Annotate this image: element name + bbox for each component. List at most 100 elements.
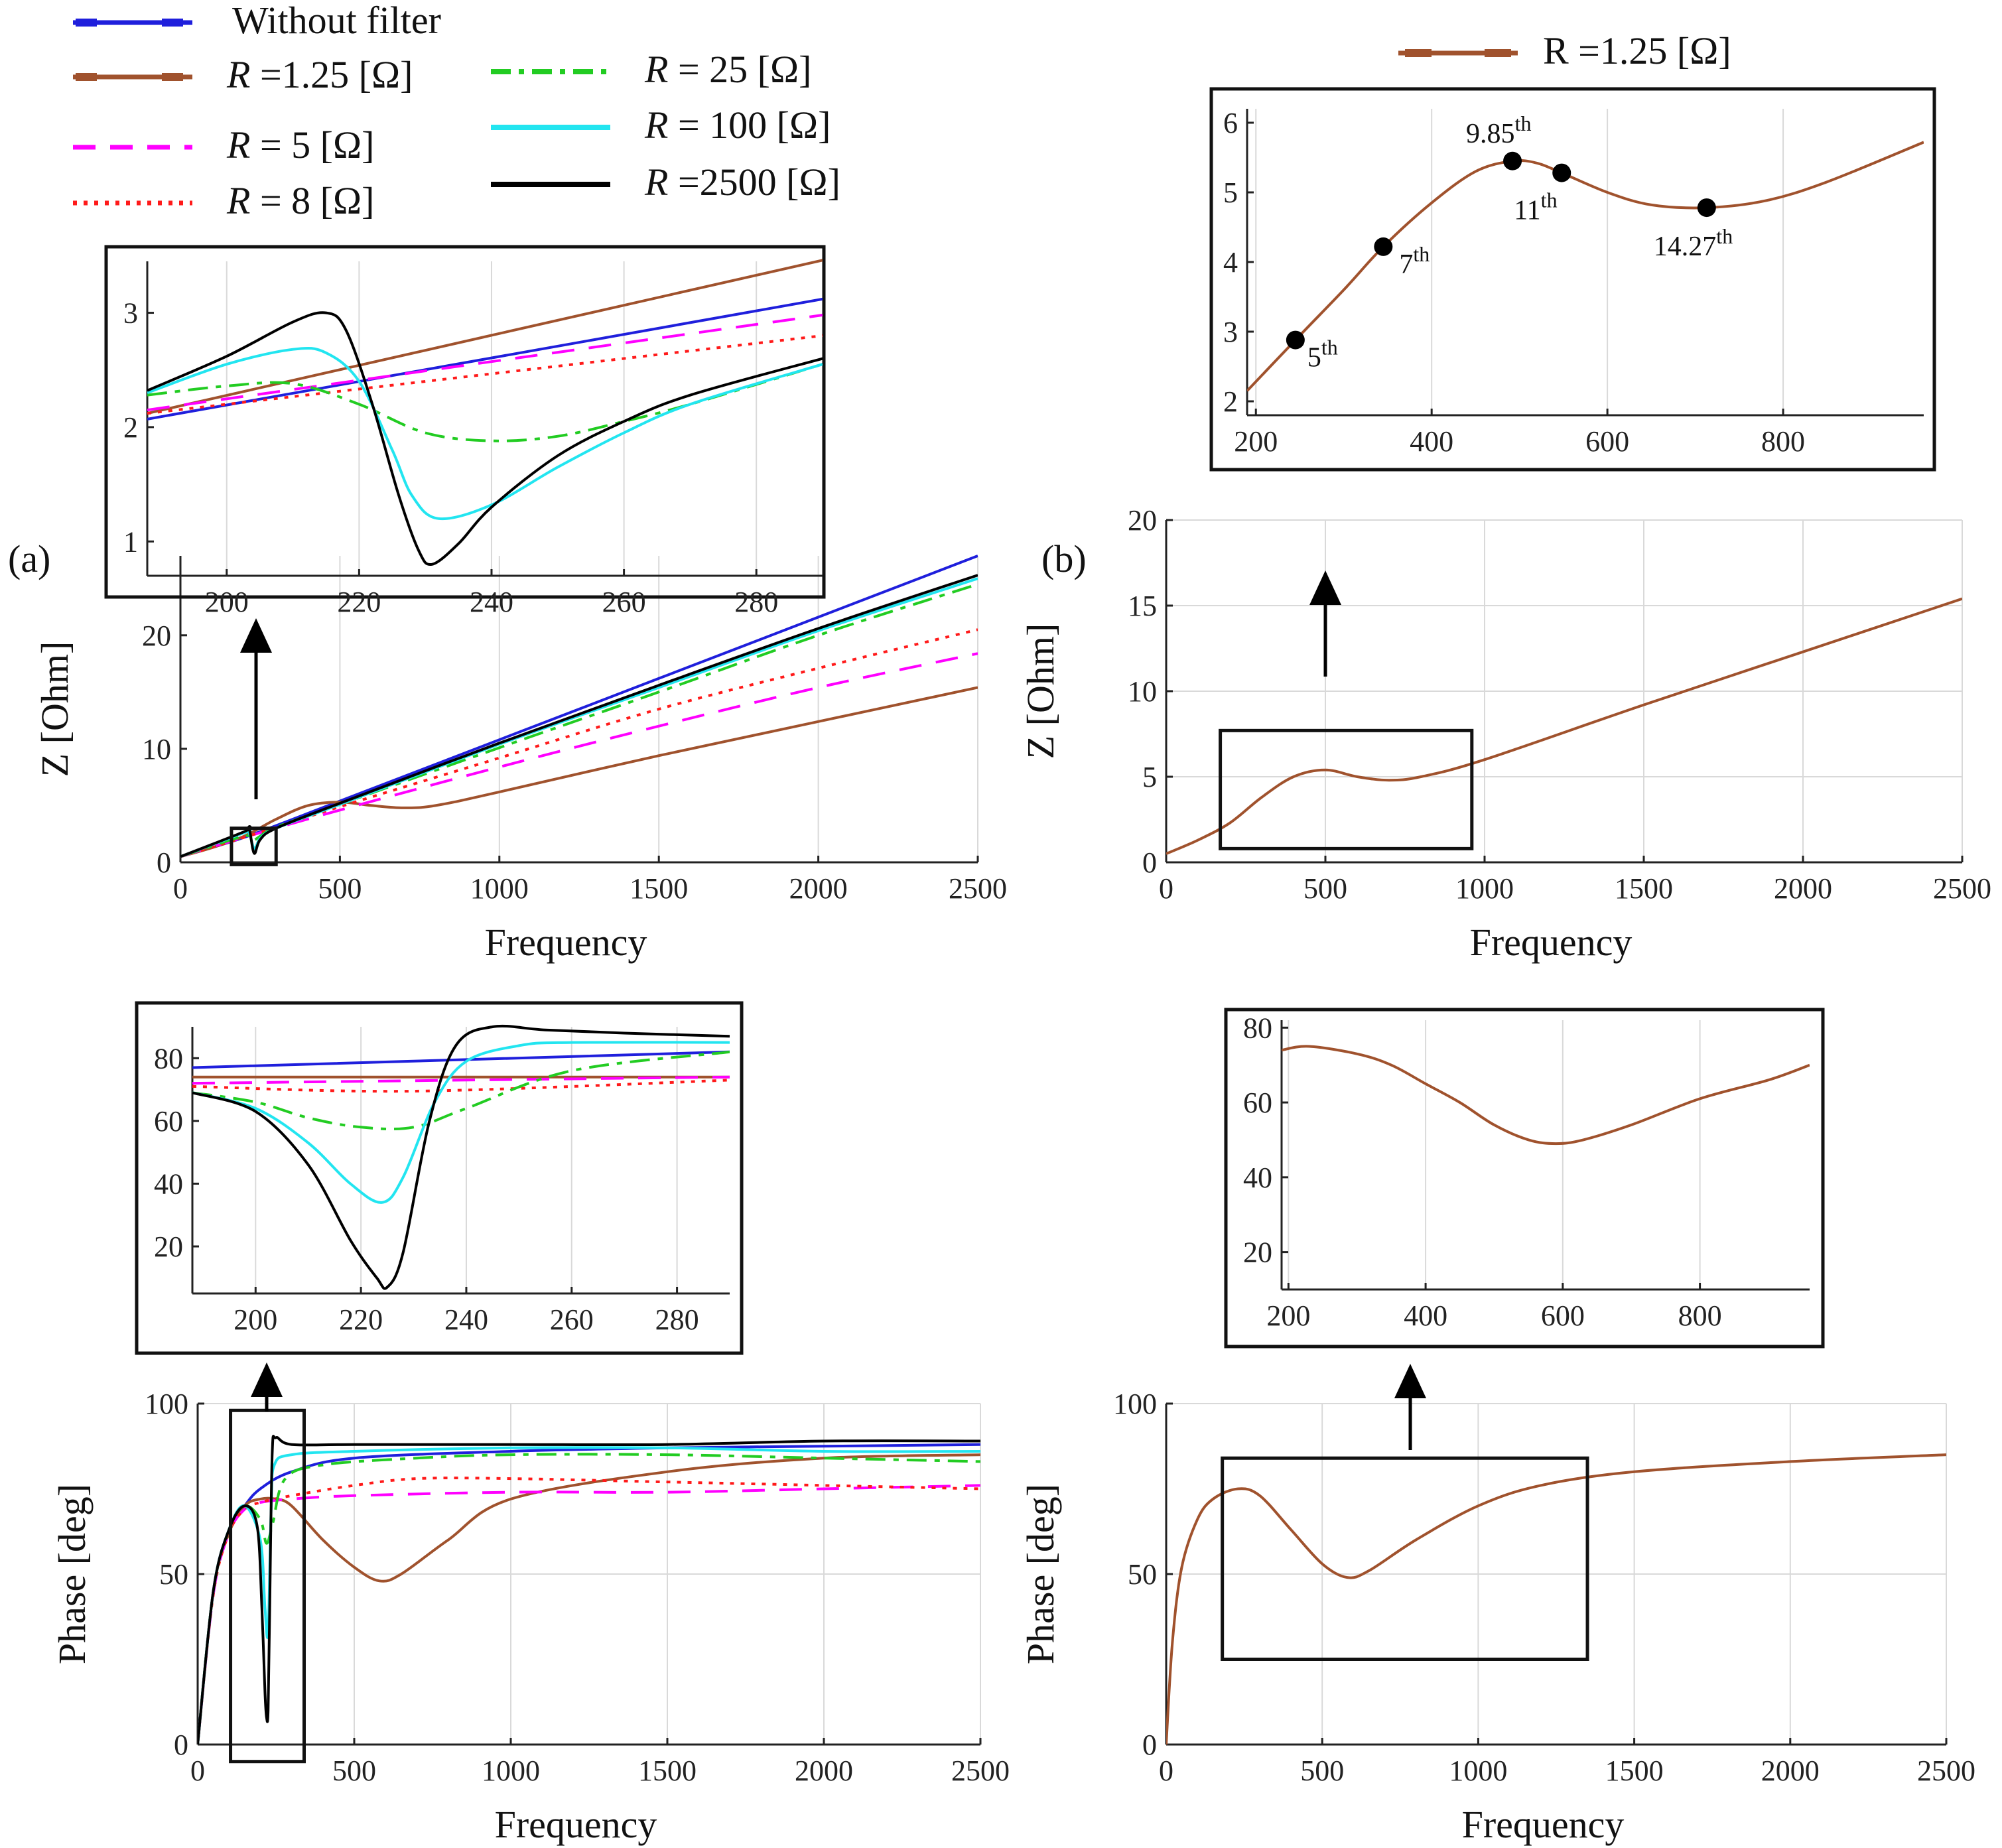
- x-tick-label: 800: [1761, 425, 1805, 458]
- legend-label: R =2500 [Ω]: [644, 161, 840, 204]
- legend-b-label: R =1.25 [Ω]: [1543, 29, 1731, 72]
- x-tick-label: 0: [1159, 872, 1173, 905]
- harmonic-marker-11: [1552, 163, 1571, 182]
- x-tick-label: 2500: [1933, 872, 1991, 905]
- series-r125: [1282, 1045, 1810, 1146]
- y-tick-label: 100: [145, 1388, 188, 1420]
- chart-b_phase: 0 500 1000 1500 2000 2500 0 50 100 Frequency Phase…: [1019, 1388, 1975, 1846]
- x-tick-label: 200: [234, 1303, 277, 1336]
- arrow-up-a-phase-head: [251, 1362, 283, 1397]
- x-tick-label: 260: [550, 1303, 594, 1336]
- harmonic-label: 5th: [1307, 336, 1338, 373]
- x-tick-label: 500: [1303, 872, 1347, 905]
- panel-b-label: (b): [1041, 537, 1087, 580]
- x-tick-label: 2500: [951, 1754, 1010, 1787]
- y-tick-label: 3: [123, 297, 138, 330]
- panel-a-label: (a): [8, 537, 50, 580]
- series-r8: [192, 1079, 730, 1093]
- y-tick-label: 0: [1142, 846, 1157, 879]
- harmonic-label: 7th: [1399, 242, 1430, 280]
- series-r5: [147, 314, 823, 412]
- y-tick-label: 20: [1128, 504, 1157, 537]
- x-tick-label: 1000: [1455, 872, 1514, 905]
- x-axis-label: Frequency: [1470, 921, 1633, 964]
- x-tick-label: 220: [339, 1303, 383, 1336]
- x-tick-label: 600: [1585, 425, 1629, 458]
- legend-panel-a: Without filter R =1.25 [Ω] R = 5 [Ω] R = 8 …: [73, 0, 840, 222]
- y-axis-label: Phase [deg]: [1019, 1484, 1062, 1664]
- series-r125: [1166, 597, 1962, 855]
- series-without: [147, 297, 823, 421]
- arrow-up-b-phase-head: [1394, 1364, 1426, 1398]
- x-tick-label: 0: [173, 872, 188, 905]
- zoom-box-a-impedance: [230, 826, 278, 866]
- x-tick-label: 2000: [789, 872, 848, 905]
- y-tick-label: 80: [154, 1042, 183, 1075]
- y-tick-label: 100: [1113, 1388, 1157, 1420]
- y-tick-label: 0: [174, 1729, 188, 1761]
- y-tick-label: 20: [154, 1230, 183, 1263]
- series-r2500: [147, 311, 823, 566]
- y-tick-label: 2: [123, 411, 138, 444]
- y-tick-label: 60: [1243, 1087, 1272, 1119]
- x-tick-label: 280: [655, 1303, 699, 1336]
- series-without: [180, 555, 978, 858]
- y-tick-label: 6: [1223, 107, 1238, 139]
- x-axis-label: Frequency: [485, 921, 647, 964]
- y-tick-label: 5: [1142, 761, 1157, 793]
- x-tick-label: 600: [1541, 1299, 1585, 1332]
- legend-item-r100: R = 100 [Ω]: [491, 103, 831, 147]
- series-without: [192, 1050, 730, 1069]
- x-tick-label: 220: [337, 586, 381, 618]
- harmonic-label: 14.27th: [1654, 224, 1733, 262]
- arrow-up-b-impedance-head: [1309, 570, 1341, 605]
- x-tick-label: 500: [332, 1754, 376, 1787]
- inset-frame: [104, 245, 826, 599]
- x-tick-label: 0: [1159, 1754, 1173, 1787]
- legend-item-r2500: R =2500 [Ω]: [491, 161, 840, 204]
- y-tick-label: 15: [1128, 590, 1157, 622]
- y-tick-label: 10: [1128, 675, 1157, 708]
- x-tick-label: 2000: [795, 1754, 853, 1787]
- y-tick-label: 0: [1142, 1729, 1157, 1761]
- y-axis-label: Phase [deg]: [50, 1484, 94, 1664]
- series-r8: [198, 1477, 980, 1745]
- zoom-box-b-impedance: [1219, 728, 1474, 850]
- chart-b_phase_inset: 200 400 600 800 20 40 60 80: [1224, 1008, 1825, 1349]
- y-tick-label: 0: [157, 846, 171, 879]
- x-tick-label: 240: [470, 586, 513, 618]
- y-tick-label: 20: [1243, 1236, 1272, 1269]
- harmonic-marker-9.85: [1503, 151, 1522, 170]
- legend-item-r5: R = 5 [Ω]: [73, 123, 374, 166]
- chart-a_phase_inset: 200 220 240 260 280 20 40 60 80: [135, 1001, 744, 1355]
- x-tick-label: 1500: [638, 1754, 697, 1787]
- x-tick-label: 1000: [470, 872, 529, 905]
- harmonic-label: 11th: [1514, 188, 1557, 226]
- inset-frame: [1209, 87, 1936, 472]
- x-tick-label: 1500: [630, 872, 688, 905]
- legend-item-without: Without filter: [73, 0, 441, 42]
- series-r2500: [192, 1024, 730, 1290]
- chart-a_phase: 0 500 1000 1500 2000 2500 0 50 100 Frequency Phase…: [50, 1388, 1010, 1846]
- chart-b_impedance: 0 500 1000 1500 2000 2500 0 5 10 15 20 Frequency Z […: [1019, 504, 1991, 964]
- x-tick-label: 2500: [1917, 1754, 1975, 1787]
- legend-label: R = 5 [Ω]: [226, 123, 374, 166]
- x-axis-label: Frequency: [495, 1803, 657, 1846]
- harmonic-label: 9.85th: [1466, 111, 1531, 149]
- chart-a_impedance_inset: 200 220 240 260 280 1 2 3: [104, 245, 826, 618]
- legend-item-r25: R = 25 [Ω]: [491, 48, 811, 91]
- x-tick-label: 280: [734, 586, 778, 618]
- x-tick-label: 800: [1678, 1299, 1722, 1332]
- x-tick-label: 200: [1266, 1299, 1310, 1332]
- y-tick-label: 50: [1128, 1558, 1157, 1591]
- chart-b_impedance_inset: 200 400 600 800 2 3 4 5 6: [1209, 87, 1936, 472]
- x-tick-label: 2500: [949, 872, 1007, 905]
- legend-item-r125: R =1.25 [Ω]: [73, 53, 413, 96]
- inset-frame: [135, 1001, 744, 1355]
- y-tick-label: 20: [142, 620, 171, 652]
- x-tick-label: 2000: [1774, 872, 1832, 905]
- series-r100: [192, 1041, 730, 1204]
- x-tick-label: 260: [602, 586, 646, 618]
- series-r5: [192, 1075, 730, 1085]
- y-tick-label: 1: [123, 525, 138, 558]
